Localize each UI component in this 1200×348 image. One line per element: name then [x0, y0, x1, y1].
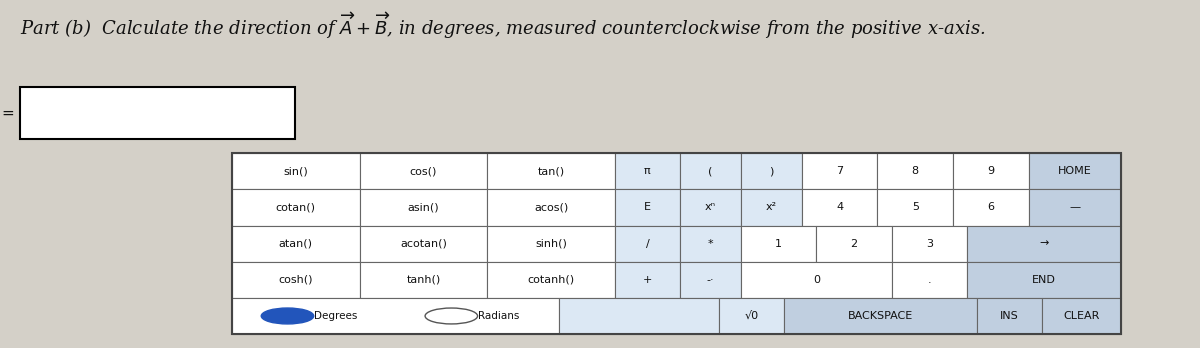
Text: 7: 7 [836, 166, 844, 176]
Bar [232, 189, 360, 226]
Text: →: → [1039, 239, 1049, 248]
Bar [360, 189, 487, 226]
Text: acos(): acos() [534, 203, 569, 212]
Bar [784, 298, 977, 334]
Text: cotanh(): cotanh() [528, 275, 575, 285]
Bar [616, 189, 679, 226]
Bar [802, 153, 877, 189]
Text: cos(): cos() [409, 166, 437, 176]
Text: INS: INS [1001, 311, 1019, 321]
Text: Part (b)  Calculate the direction of $\overrightarrow{A} + \overrightarrow{B}$, : Part (b) Calculate the direction of $\ov… [19, 10, 985, 41]
Text: 6: 6 [988, 203, 995, 212]
Text: HOME: HOME [1057, 166, 1092, 176]
Circle shape [262, 308, 313, 324]
Bar [967, 262, 1121, 298]
Bar [360, 226, 487, 262]
Bar [719, 298, 784, 334]
Text: END: END [1032, 275, 1056, 285]
Bar [487, 153, 616, 189]
Bar [740, 153, 802, 189]
Bar [616, 153, 679, 189]
Bar [616, 262, 679, 298]
Bar [1028, 153, 1121, 189]
Circle shape [425, 308, 478, 324]
Bar [967, 226, 1121, 262]
Bar [740, 189, 802, 226]
Text: ): ) [769, 166, 774, 176]
Text: /: / [646, 239, 649, 248]
Text: +: + [643, 275, 652, 285]
Bar [616, 226, 679, 262]
Text: -·: -· [707, 275, 714, 285]
Bar [953, 153, 1028, 189]
Text: Degrees: Degrees [313, 311, 358, 321]
Text: 0: 0 [812, 275, 820, 285]
Text: π: π [644, 166, 650, 176]
Text: .: . [928, 275, 931, 285]
Bar [892, 226, 967, 262]
Bar [740, 262, 892, 298]
Text: 1: 1 [775, 239, 782, 248]
Bar [360, 262, 487, 298]
Bar [679, 226, 740, 262]
Text: sin(): sin() [283, 166, 308, 176]
Text: 4: 4 [836, 203, 844, 212]
Text: tanh(): tanh() [407, 275, 440, 285]
Text: 3: 3 [926, 239, 934, 248]
Text: √0: √0 [744, 311, 758, 321]
Text: atan(): atan() [278, 239, 313, 248]
Text: asin(): asin() [408, 203, 439, 212]
Text: =: = [1, 105, 14, 121]
Text: BACKSPACE: BACKSPACE [848, 311, 913, 321]
Bar [816, 226, 892, 262]
Bar [1028, 189, 1121, 226]
Bar [953, 189, 1028, 226]
Bar [360, 153, 487, 189]
Bar [877, 153, 953, 189]
Text: 5: 5 [912, 203, 919, 212]
Bar [1042, 298, 1121, 334]
Text: cosh(): cosh() [278, 275, 313, 285]
Text: Radians: Radians [478, 311, 518, 321]
Text: *: * [707, 239, 713, 248]
Bar [679, 189, 740, 226]
Bar [487, 226, 616, 262]
Bar [559, 298, 719, 334]
Bar [679, 262, 740, 298]
Bar [802, 189, 877, 226]
Text: E: E [644, 203, 650, 212]
Bar [740, 226, 816, 262]
Text: sinh(): sinh() [535, 239, 568, 248]
Text: tan(): tan() [538, 166, 565, 176]
Text: 8: 8 [912, 166, 919, 176]
Bar [487, 262, 616, 298]
Text: x²: x² [766, 203, 776, 212]
Bar [892, 262, 967, 298]
Bar [232, 153, 1121, 334]
Text: cotan(): cotan() [276, 203, 316, 212]
Bar [487, 189, 616, 226]
Text: acotan(): acotan() [400, 239, 446, 248]
Bar [232, 153, 360, 189]
FancyBboxPatch shape [19, 87, 295, 139]
Bar [232, 262, 360, 298]
Text: (: ( [708, 166, 713, 176]
Text: 9: 9 [988, 166, 995, 176]
Text: xⁿ: xⁿ [704, 203, 715, 212]
Bar [232, 298, 559, 334]
Bar [679, 153, 740, 189]
Text: CLEAR: CLEAR [1063, 311, 1099, 321]
Text: 2: 2 [851, 239, 858, 248]
Bar [232, 226, 360, 262]
Text: —: — [1069, 203, 1080, 212]
Bar [877, 189, 953, 226]
Bar [977, 298, 1042, 334]
